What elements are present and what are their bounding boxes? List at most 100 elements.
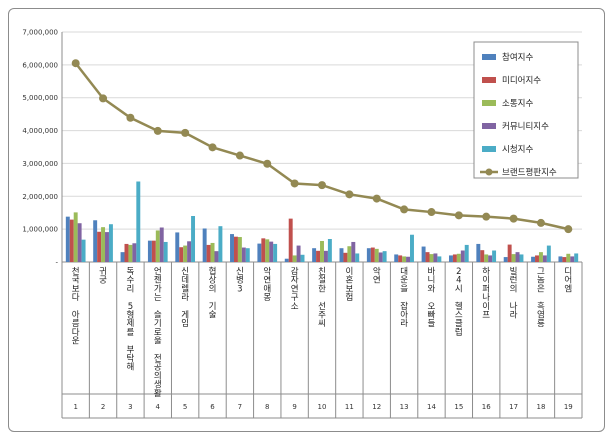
bar (484, 254, 489, 262)
bar (147, 240, 152, 262)
line-point (345, 190, 354, 199)
bar (124, 243, 129, 262)
bar (69, 219, 74, 262)
bar (437, 256, 442, 262)
legend-label: 시청지수 (502, 145, 533, 155)
bar (429, 254, 434, 262)
bar (347, 246, 352, 262)
category-number: 4 (156, 403, 161, 411)
bar (421, 246, 426, 262)
category-number: 8 (265, 403, 269, 411)
bar (355, 253, 360, 262)
bar (210, 242, 215, 262)
category-label: 언 젠 가 는 · 슬 기 로 울 · 전 공 의 생 활 (154, 266, 162, 399)
line-point (482, 212, 491, 221)
bar (296, 245, 301, 262)
y-tick-label: 1,000,000 (22, 226, 58, 234)
bar (507, 244, 512, 262)
bar (312, 248, 317, 262)
legend-label: 소통지수 (502, 99, 533, 109)
bar (65, 216, 70, 262)
legend-label: 커뮤니티지수 (502, 121, 549, 132)
bar (558, 256, 563, 262)
category-label: 바 니 와 · 오 빠 들 (428, 266, 436, 329)
bar (433, 253, 438, 262)
line-point (564, 225, 573, 234)
line-point (454, 211, 463, 220)
bar (230, 234, 234, 262)
bar (93, 220, 98, 262)
category-number: 9 (292, 403, 296, 411)
bar (538, 252, 543, 262)
bar (378, 252, 383, 262)
bar (402, 256, 407, 262)
bar (77, 223, 82, 262)
bar (323, 250, 328, 262)
legend-label: 브랜드평판지수 (502, 167, 557, 178)
bar (159, 227, 164, 262)
bar (202, 228, 207, 262)
bar (214, 251, 219, 262)
category-number: 1 (73, 403, 77, 411)
bar (269, 241, 274, 262)
line-point (126, 113, 135, 122)
bar (292, 255, 297, 262)
bar (570, 256, 575, 262)
legend-label: 참여지수 (502, 52, 533, 63)
bar (237, 237, 242, 262)
bar (374, 248, 379, 262)
bar (535, 255, 539, 262)
line-point (372, 194, 381, 203)
line-point (290, 179, 299, 188)
category-number: 7 (238, 403, 242, 411)
bar-series (65, 181, 579, 262)
category-label: 2 4 시 · 헬 스 클 럽 (455, 267, 463, 338)
bar (97, 231, 102, 262)
bar (218, 226, 223, 262)
category-number: 11 (345, 403, 354, 411)
legend-box (473, 41, 579, 179)
bar (151, 240, 156, 262)
bar (531, 256, 536, 262)
bar (382, 251, 387, 262)
bar (464, 244, 469, 262)
category-label: 빌 런 의 · 나 라 (510, 266, 518, 321)
category-number: 13 (400, 403, 409, 411)
bar (460, 250, 465, 262)
line-point (536, 218, 545, 227)
category-number: 3 (128, 403, 132, 411)
line-point (427, 208, 436, 217)
bar (81, 239, 86, 262)
bar (175, 232, 180, 262)
bar (300, 254, 305, 262)
category-number: 12 (372, 403, 381, 411)
bar (132, 243, 137, 262)
bar (480, 250, 485, 262)
bar (136, 181, 141, 262)
legend-swatch (482, 54, 496, 60)
category-label: 협 상 의 · 기 술 (209, 266, 217, 321)
bar (511, 254, 516, 262)
category-number: 17 (509, 403, 518, 411)
category-label: 신 데 렐 라 · 게 임 (181, 267, 189, 329)
bar (265, 239, 270, 262)
line-point (400, 205, 409, 214)
line-point (509, 214, 518, 223)
legend-swatch (482, 146, 496, 152)
line-point (263, 159, 272, 168)
y-tick-label: 6,000,000 (22, 61, 58, 69)
y-tick-label: 5,000,000 (22, 94, 58, 102)
bar (515, 252, 520, 262)
line-point (99, 94, 108, 103)
category-labels: 천 국 보 다 · 아 름 다 운 1 귀 궁 2 독 수 리 · 5 형 제 를 · 부 탁 해 3 언 젠 가 는 · 슬 기 로 울 · 전 공 의 생… (61, 262, 583, 419)
line-point (208, 143, 217, 152)
bar (320, 240, 324, 262)
category-label: 독 수 리 · 5 형 제 를 · 부 탁 해 (127, 267, 135, 373)
bar (187, 241, 192, 262)
